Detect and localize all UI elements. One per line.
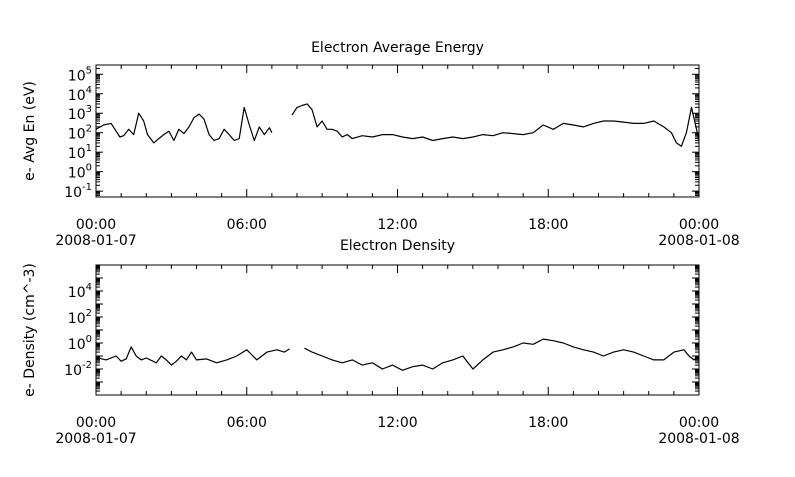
x-date-label: 2008-01-08 bbox=[658, 233, 739, 249]
y-tick-label: 104 bbox=[68, 282, 92, 301]
x-tick-label: 18:00 bbox=[528, 217, 568, 233]
x-tick-label: 12:00 bbox=[377, 415, 417, 431]
x-date-label: 2008-01-07 bbox=[55, 431, 136, 447]
x-tick-label: 12:00 bbox=[377, 217, 417, 233]
chart-title: Electron Average Energy bbox=[311, 40, 484, 56]
y-axis-label: e- Avg En (eV) bbox=[22, 81, 38, 181]
y-tick-label: 100 bbox=[68, 163, 92, 182]
y-tick-label: 101 bbox=[68, 143, 92, 162]
y-tick-label: 100 bbox=[68, 334, 92, 353]
x-tick-label: 00:00 bbox=[679, 217, 719, 233]
x-tick-label: 00:00 bbox=[76, 415, 116, 431]
x-tick-label: 00:00 bbox=[679, 415, 719, 431]
x-tick-label: 00:00 bbox=[76, 217, 116, 233]
x-tick-label: 06:00 bbox=[227, 415, 267, 431]
chart-panel-electron-avg-energy: Electron Average Energy e- Avg En (eV) 10-… bbox=[22, 40, 740, 249]
y-tick-label: 102 bbox=[68, 124, 92, 143]
y-tick-label: 10-1 bbox=[64, 182, 92, 201]
chart-title: Electron Density bbox=[340, 238, 455, 254]
y-tick-label: 103 bbox=[68, 104, 92, 123]
y-tick-label: 104 bbox=[68, 85, 92, 104]
series-line-segment bbox=[291, 103, 700, 147]
x-date-label: 2008-01-07 bbox=[55, 233, 136, 249]
series-line-segment bbox=[95, 106, 273, 144]
series-line-segment bbox=[95, 346, 290, 366]
series-line-segment bbox=[304, 338, 700, 371]
chart-panel-electron-density: Electron Density e- Density (cm^-3) 10-2 10… bbox=[22, 238, 740, 447]
y-tick-label: 102 bbox=[68, 308, 92, 327]
plot-frame bbox=[95, 264, 700, 396]
x-tick-label: 06:00 bbox=[227, 217, 267, 233]
y-tick-label: 105 bbox=[68, 65, 92, 84]
x-date-label: 2008-01-08 bbox=[658, 431, 739, 447]
y-axis-label: e- Density (cm^-3) bbox=[22, 263, 38, 397]
y-tick-label: 10-2 bbox=[64, 360, 92, 379]
x-tick-label: 18:00 bbox=[528, 415, 568, 431]
